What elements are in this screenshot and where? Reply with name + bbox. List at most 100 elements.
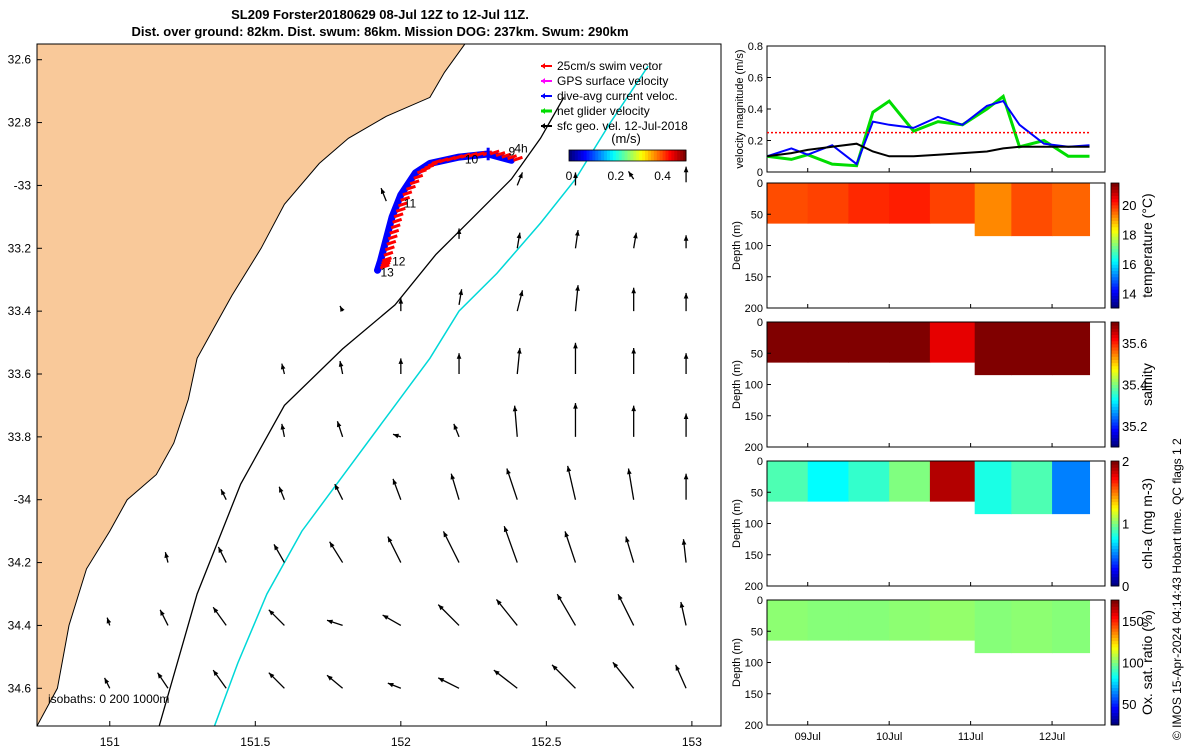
velocity-y-label: velocity magnitude (m/s) (734, 49, 746, 168)
salinity-y-tick-label: 200 (745, 442, 763, 454)
geo-vector-head (493, 670, 500, 676)
swim-vector (501, 152, 512, 159)
colorbar-segment (656, 150, 661, 161)
title-line-2: Dist. over ground: 82km. Dist. swum: 86k… (131, 24, 629, 39)
geo-vector-60 (556, 593, 577, 626)
velocity-y-tick-label: 0.6 (748, 73, 763, 85)
swim-vector (380, 261, 391, 267)
colorbar-segment (1111, 397, 1119, 401)
colorbar-segment (1111, 431, 1119, 435)
swim-vector (402, 190, 413, 197)
colorbar-segment (1111, 554, 1119, 559)
map-y-tick-label: 32.6 (8, 53, 32, 67)
colorbar-segment (645, 150, 649, 161)
geo-vector-44 (273, 544, 285, 563)
swim-vector (397, 201, 408, 208)
velocity-series-1 (766, 99, 1090, 166)
colorbar-segment (1111, 412, 1119, 417)
geo-vector-64 (157, 672, 169, 689)
colorbar-segment (1111, 286, 1119, 290)
colorbar-segment (1111, 328, 1119, 332)
chla-cell (929, 461, 976, 502)
track-label-13: 13 (380, 266, 394, 280)
oxygen-y-tick-label: 150 (745, 689, 763, 701)
oxygen-y-tick-label: 100 (745, 658, 763, 670)
geo-vector-head (683, 166, 689, 173)
geo-vector-71 (551, 664, 576, 689)
geo-vector-head (443, 531, 449, 538)
geo-vector-head (157, 672, 163, 679)
colorbar-segment (1111, 517, 1119, 521)
geo-vector-head (393, 433, 400, 439)
colorbar-segment (1111, 671, 1119, 676)
colorbar-segment (1111, 715, 1119, 720)
colorbar-segment (1111, 696, 1119, 701)
colorbar-segment (1111, 298, 1119, 303)
temperature-y-tick-label: 100 (745, 241, 763, 253)
swim-vector (389, 228, 400, 235)
oxygen-cell (929, 600, 976, 641)
colorbar-segment (618, 150, 623, 161)
colorbar-segment (1111, 211, 1119, 215)
colorbar-segment (624, 150, 628, 161)
colorbar-segment (1111, 273, 1119, 278)
geo-vector-57 (382, 614, 402, 626)
colorbar-segment (1111, 662, 1119, 667)
geo-vector-25 (280, 423, 286, 437)
map-x-tick-label: 151.5 (240, 735, 270, 749)
oxygen-y-tick-label: 50 (751, 626, 763, 638)
geo-vector-shaft (556, 593, 577, 626)
colorbar-segment (1111, 640, 1119, 645)
colorbar-segment (1111, 706, 1119, 710)
colorbar-frame (1110, 599, 1120, 726)
temperature-colorbar-label: temperature (°C) (1139, 193, 1155, 297)
colorbar-segment (1111, 529, 1119, 534)
oxygen-colorbar-tick-label: 50 (1122, 697, 1136, 712)
geo-vector-head (338, 361, 344, 367)
colorbar-segment (1111, 434, 1119, 439)
colorbar-segment (1111, 368, 1119, 373)
geo-vector-23 (631, 348, 637, 374)
colorbar-segment (604, 150, 608, 161)
geo-vector-24 (683, 353, 689, 374)
oxygen-cell (767, 600, 809, 641)
colorbar-segment (1111, 718, 1119, 723)
salinity-cell (889, 322, 931, 363)
geo-vector-head (627, 468, 632, 475)
colorbar-segment (1111, 443, 1119, 448)
colorbar-segment (1111, 643, 1119, 648)
colorbar-tick-label: 0.4 (654, 169, 671, 183)
geo-vector-head (631, 405, 637, 412)
velocity-y-tick-label: 0 (757, 167, 763, 179)
temperature-cell (848, 183, 890, 224)
temperature-y-tick-label: 200 (745, 303, 763, 315)
salinity-cell (1052, 322, 1091, 376)
colorbar-segment (1111, 217, 1119, 221)
map-y-tick-label: 33.2 (8, 241, 32, 255)
temperature-cell (1011, 183, 1053, 237)
colorbar-segment (1111, 264, 1119, 268)
geo-vector-head (274, 544, 279, 551)
isobath-200m-line (158, 97, 565, 726)
geo-vector-63 (103, 677, 111, 689)
chla-y-tick-label: 100 (745, 519, 763, 531)
geo-vector-72 (612, 661, 635, 689)
legend-item-3: net glider velocity (541, 104, 650, 118)
geo-vector-shaft (503, 525, 518, 563)
geo-vector-51 (681, 539, 687, 563)
colorbar-segment (1111, 721, 1119, 726)
colorbar-segment (1111, 482, 1119, 487)
chla-y-tick-label: 150 (745, 550, 763, 562)
temperature-y-tick-label: 0 (757, 178, 763, 190)
geo-vector-8 (633, 232, 638, 249)
geo-vector-head (458, 289, 464, 296)
colorbar-segment (1111, 687, 1119, 692)
geo-vector-15 (631, 287, 637, 312)
colorbar-segment (1111, 204, 1119, 209)
colorbar-segment (1111, 492, 1119, 496)
colorbar-segment (1111, 684, 1119, 688)
oxygen-colorbar-tick-label: 150 (1122, 614, 1144, 629)
time-tick-label-10Jul: 10Jul (876, 731, 902, 743)
title-line-1: SL209 Forster20180629 08-Jul 12Z to 12-J… (231, 7, 529, 22)
swim-vector (393, 212, 404, 219)
